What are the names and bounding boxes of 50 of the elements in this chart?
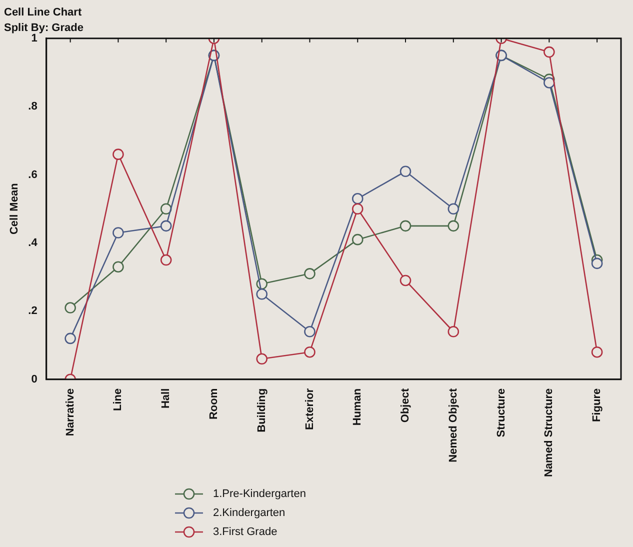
point (591, 346, 603, 358)
legend-label: 1.Pre-Kindergarten (213, 488, 306, 500)
y-tick-label: .2 (28, 305, 38, 318)
y-tick-label: 0 (31, 373, 38, 386)
legend-label: 2.Kindergarten (213, 506, 286, 518)
point (256, 353, 268, 365)
chart-subtitle: Split By: Grade (4, 22, 84, 34)
x-tick-label: Named Structure (543, 388, 556, 478)
point (448, 220, 460, 232)
legend-label: 3.First Grade (213, 526, 278, 538)
x-tick-label: Building (256, 388, 268, 432)
point (304, 268, 316, 280)
y-tick-label: .4 (28, 237, 38, 250)
x-tick-label: Object (400, 388, 412, 423)
x-tick-label: Figure (591, 388, 604, 422)
x-tick-label: Narrative (64, 388, 76, 436)
y-tick-label: .8 (28, 100, 38, 113)
y-tick-label: .6 (28, 168, 38, 181)
point (591, 258, 603, 270)
point (352, 193, 364, 204)
x-tick-label: Structure (495, 388, 508, 438)
point (400, 274, 412, 286)
point (304, 346, 316, 358)
x-tick-label: Room (208, 388, 220, 420)
x-tick-label: Line (112, 388, 124, 411)
point (448, 326, 460, 338)
point (352, 234, 364, 246)
chart-title: Cell Line Chart (4, 6, 82, 19)
point (304, 326, 316, 338)
point (544, 77, 555, 88)
x-tick-label: Nemed Object (447, 388, 460, 462)
point (160, 254, 172, 266)
point (160, 220, 172, 232)
x-tick-label: Human (352, 388, 364, 426)
point (112, 148, 124, 160)
x-tick-label: Exterior (304, 388, 316, 430)
y-axis-title: Cell Mean (8, 182, 21, 235)
point (160, 203, 172, 215)
point (400, 220, 412, 232)
x-tick-label: Hall (160, 388, 172, 409)
y-tick-label: 1 (31, 32, 38, 44)
point (544, 46, 555, 58)
point (256, 288, 268, 300)
point (448, 203, 460, 215)
point (112, 227, 124, 238)
point (112, 261, 124, 272)
point (64, 332, 76, 344)
point (400, 166, 412, 178)
point (64, 302, 76, 314)
point (352, 203, 364, 215)
